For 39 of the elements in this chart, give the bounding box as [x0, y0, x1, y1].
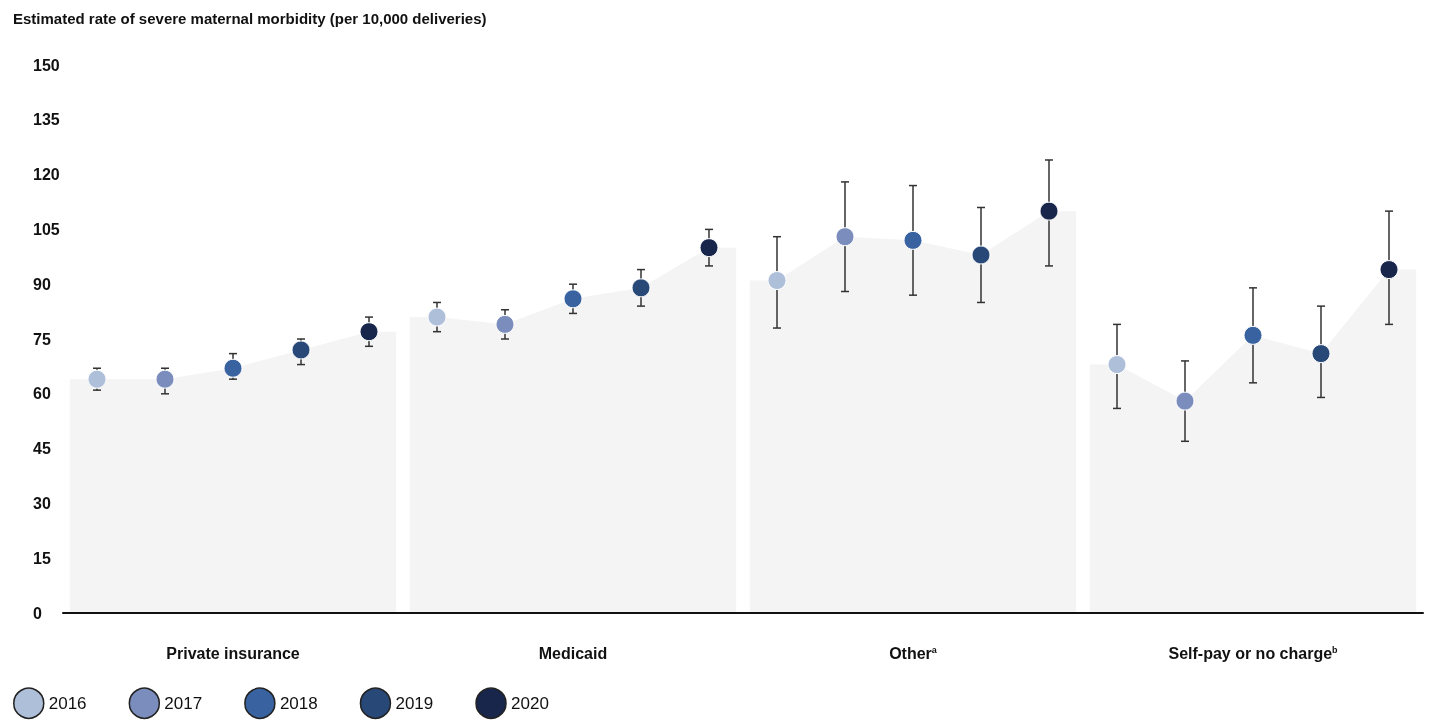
point [1039, 201, 1059, 221]
point [1175, 391, 1195, 411]
point [631, 278, 651, 298]
point [903, 230, 923, 250]
y-tick-label: 0 [33, 604, 42, 622]
point [495, 314, 515, 334]
y-tick-label: 30 [33, 494, 51, 512]
legend-label: 2016 [48, 693, 87, 713]
legend-label: 2019 [395, 693, 434, 713]
legend-label: 2018 [279, 693, 318, 713]
y-tick-label: 120 [33, 166, 60, 184]
point [767, 271, 787, 291]
point [563, 289, 583, 309]
y-tick-label: 105 [33, 220, 60, 238]
x-tick-label: Private insurance [166, 644, 300, 662]
y-tick-label: 45 [33, 440, 51, 458]
y-tick-label: 60 [33, 385, 51, 403]
x-tick-label: Medicaid [538, 644, 608, 662]
point [1107, 355, 1127, 375]
y-tick-label: 15 [33, 549, 51, 567]
chart-title: Estimated rate of severe maternal morbidity (per 10,000 deliveries) [13, 10, 487, 27]
point [359, 322, 379, 342]
y-tick-label: 150 [33, 56, 60, 74]
legend-label: 2017 [164, 693, 203, 713]
point [155, 369, 175, 389]
point [699, 238, 719, 258]
point [1311, 344, 1331, 364]
point [971, 245, 991, 265]
point [87, 369, 107, 389]
legend-label: 2020 [511, 693, 549, 713]
y-tick-label: 135 [33, 111, 60, 129]
point [1379, 260, 1399, 280]
y-tick-label: 75 [33, 330, 51, 348]
point [291, 340, 311, 360]
y-tick-label: 90 [33, 275, 51, 293]
point [835, 227, 855, 247]
point [1243, 325, 1263, 345]
point [223, 358, 243, 378]
point [427, 307, 447, 327]
